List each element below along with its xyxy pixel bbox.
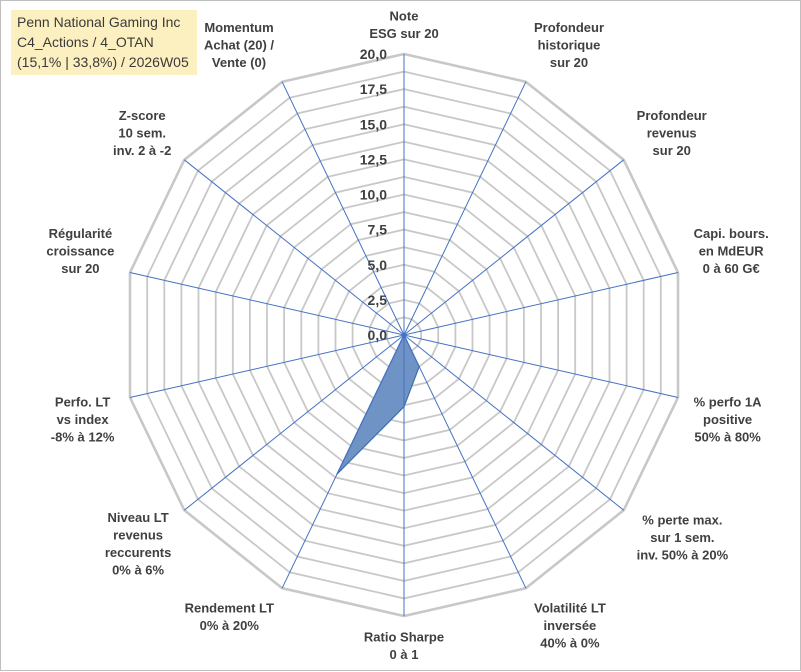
axis-label-line: Régularité bbox=[49, 226, 113, 241]
axis-label-line: sur 20 bbox=[61, 261, 99, 276]
tick-layer: 0,0 2,5 5,0 7,5 10,0 12,5 15,0 17,5 20,0 bbox=[360, 46, 387, 343]
axis-spoke bbox=[129, 334, 405, 398]
axis-spoke bbox=[403, 334, 679, 398]
tick-label: 10,0 bbox=[360, 187, 387, 203]
axis-label-line: 0 à 60 G€ bbox=[703, 261, 760, 276]
tick-label: 17,5 bbox=[360, 81, 387, 97]
axis-label-line: inversée bbox=[544, 618, 597, 633]
axis-spoke bbox=[281, 81, 405, 336]
axis-label: Momentum Achat (20) / Vente (0) bbox=[204, 20, 274, 70]
axis-label-line: inv. 50% à 20% bbox=[637, 548, 729, 563]
axis-label-line: Niveau LT bbox=[108, 510, 169, 525]
axis-label-line: croissance bbox=[46, 244, 114, 259]
axis-label-line: en MdEUR bbox=[699, 244, 765, 259]
axis-label: Profondeur revenus sur 20 bbox=[637, 108, 707, 158]
axis-label-line: 10 sem. bbox=[118, 125, 166, 140]
axis-label: % perte max. sur 1 sem. inv. 50% à 20% bbox=[637, 513, 729, 563]
axis-spoke bbox=[403, 334, 625, 511]
axis-spoke bbox=[403, 272, 679, 336]
axis-label-line: inv. 2 à -2 bbox=[113, 143, 171, 158]
axis-label-line: Profondeur bbox=[534, 20, 604, 35]
tick-label: 12,5 bbox=[360, 151, 387, 167]
tick-label: 5,0 bbox=[368, 257, 388, 273]
axis-label-line: reccurents bbox=[105, 545, 171, 560]
axis-label: Z-score 10 sem. inv. 2 à -2 bbox=[113, 108, 171, 158]
axis-label: Perfo. LT vs index -8% à 12% bbox=[51, 394, 115, 444]
axis-label: Régularité croissance sur 20 bbox=[46, 226, 114, 276]
axis-label-line: 50% à 80% bbox=[694, 429, 761, 444]
axis-spoke bbox=[403, 334, 527, 589]
chart-title-box: Penn National Gaming Inc C4_Actions / 4_… bbox=[11, 10, 197, 75]
axis-label: Ratio Sharpe 0 à 1 bbox=[364, 630, 444, 663]
axis-spoke bbox=[183, 334, 405, 511]
tick-label: 15,0 bbox=[360, 116, 387, 132]
axis-label: Note ESG sur 20 bbox=[369, 9, 438, 42]
tick-label: 7,5 bbox=[368, 222, 388, 238]
axis-label-line: sur 20 bbox=[653, 143, 691, 158]
axis-label-line: Momentum bbox=[204, 20, 273, 35]
label-layer: Note ESG sur 20 Profondeur historique sur 20… bbox=[46, 9, 768, 663]
axis-label-line: Vente (0) bbox=[212, 55, 266, 70]
axis-label-line: 0% à 6% bbox=[112, 562, 164, 577]
axis-label-line: revenus bbox=[113, 527, 163, 542]
tick-label: 0,0 bbox=[368, 327, 388, 343]
axis-label-line: 40% à 0% bbox=[540, 635, 600, 650]
axis-label-line: sur 1 sem. bbox=[650, 530, 714, 545]
spoke-layer bbox=[129, 54, 679, 616]
axis-label-line: historique bbox=[538, 38, 601, 53]
axis-label: Profondeur historique sur 20 bbox=[534, 20, 604, 70]
axis-label: Niveau LT revenus reccurents 0% à 6% bbox=[105, 510, 171, 578]
axis-label-line: positive bbox=[703, 412, 752, 427]
axis-label-line: Z-score bbox=[119, 108, 166, 123]
axis-label-line: ESG sur 20 bbox=[369, 26, 438, 41]
axis-label-line: Volatilité LT bbox=[534, 600, 606, 615]
axis-spoke bbox=[183, 159, 405, 336]
chart-subtitle-stats: (15,1% | 33,8%) / 2026W05 bbox=[17, 54, 189, 70]
axis-label-line: Profondeur bbox=[637, 108, 707, 123]
axis-label-line: Capi. bours. bbox=[694, 226, 769, 241]
axis-label-line: % perfo 1A bbox=[694, 394, 763, 409]
tick-label: 20,0 bbox=[360, 46, 387, 62]
axis-label-line: Rendement LT bbox=[185, 600, 274, 615]
axis-label-line: 0 à 1 bbox=[390, 647, 419, 662]
axis-spoke bbox=[403, 159, 625, 336]
tick-label: 2,5 bbox=[368, 292, 388, 308]
axis-label: Rendement LT 0% à 20% bbox=[185, 600, 274, 633]
axis-label: Capi. bours. en MdEUR 0 à 60 G€ bbox=[694, 226, 769, 276]
axis-label: Volatilité LT inversée 40% à 0% bbox=[534, 600, 606, 650]
axis-label-line: % perte max. bbox=[642, 513, 722, 528]
axis-label: % perfo 1A positive 50% à 80% bbox=[694, 394, 763, 444]
axis-label-line: Note bbox=[390, 9, 419, 24]
axis-spoke bbox=[129, 272, 405, 336]
axis-label-line: -8% à 12% bbox=[51, 429, 115, 444]
axis-spoke bbox=[403, 81, 527, 336]
axis-label-line: revenus bbox=[647, 125, 697, 140]
axis-label-line: Perfo. LT bbox=[55, 394, 110, 409]
chart-title: Penn National Gaming Inc bbox=[17, 14, 181, 30]
axis-spoke bbox=[281, 334, 405, 589]
axis-label-line: Ratio Sharpe bbox=[364, 630, 444, 645]
chart-subtitle-category: C4_Actions / 4_OTAN bbox=[17, 34, 154, 50]
axis-label-line: sur 20 bbox=[550, 55, 588, 70]
axis-label-line: Achat (20) / bbox=[204, 38, 274, 53]
axis-label-line: 0% à 20% bbox=[200, 618, 260, 633]
axis-label-line: vs index bbox=[57, 412, 110, 427]
